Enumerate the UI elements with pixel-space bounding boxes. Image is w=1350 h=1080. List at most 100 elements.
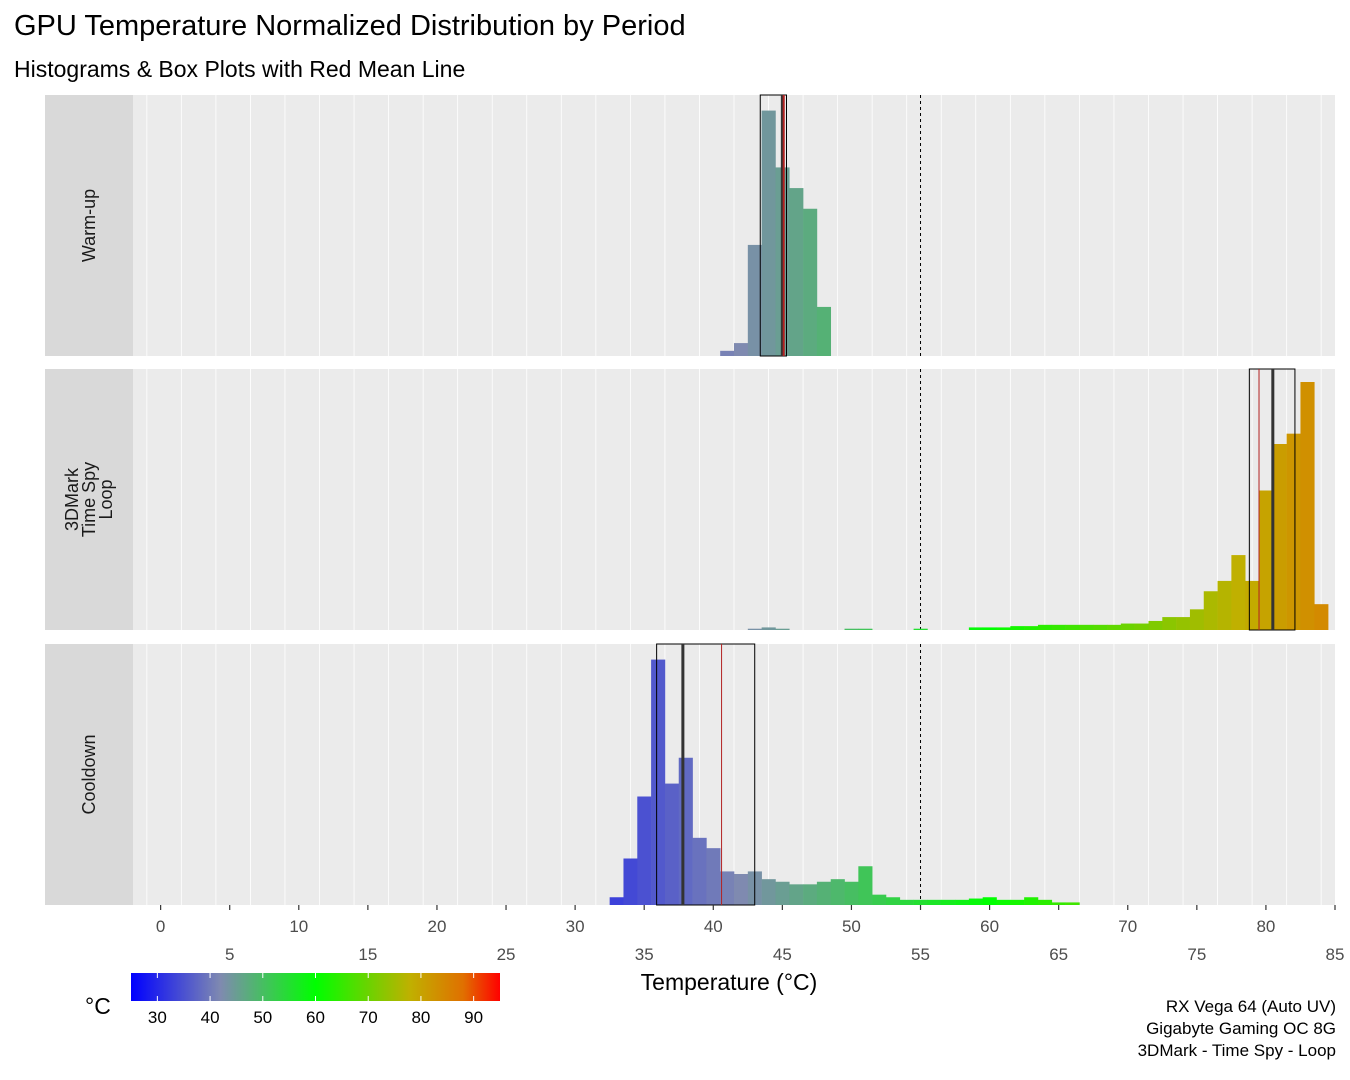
histogram-bar (623, 858, 638, 905)
panel-label: Warm-up (79, 189, 99, 262)
histogram-bar (982, 897, 997, 905)
panel-1: 3DMarkTime SpyLoop (45, 368, 1335, 631)
histogram-bar (899, 899, 914, 905)
histogram-bar (955, 899, 970, 905)
histogram-bar (1134, 623, 1149, 630)
colorbar-title: °C (85, 993, 111, 1019)
histogram-bar (996, 627, 1011, 630)
colorbar-tick-label: 90 (464, 1008, 483, 1027)
x-tick-label: 10 (289, 917, 308, 936)
panel-label-line: Warm-up (79, 189, 99, 262)
histogram-bar (885, 897, 901, 905)
histogram-bar (872, 894, 887, 905)
histogram-bar (1314, 604, 1329, 630)
colorbar-tick-label: 30 (148, 1008, 167, 1027)
panel-strip (45, 95, 133, 356)
panel-label: 3DMarkTime SpyLoop (62, 462, 116, 537)
x-tick-label: 40 (704, 917, 723, 936)
chart-title: GPU Temperature Normalized Distribution … (14, 10, 686, 42)
histogram-bar (706, 848, 721, 905)
colorbar-tick-label: 60 (306, 1008, 325, 1027)
caption-line-gpu: RX Vega 64 (Auto UV) (1165, 997, 1336, 1016)
colorbar-tick-label: 70 (359, 1008, 378, 1027)
x-tick-label: 55 (911, 945, 930, 964)
histogram-bar (734, 343, 749, 356)
histogram-bar (1037, 624, 1053, 630)
panel-strip (45, 644, 133, 905)
histogram-bar (941, 899, 956, 905)
histogram-bar (678, 757, 693, 905)
histogram-bar (775, 881, 790, 905)
histogram-bar (1010, 899, 1025, 905)
histogram-bar (844, 628, 859, 630)
histogram-bar (803, 208, 818, 356)
histogram-bar (1148, 620, 1163, 630)
histogram-bar (1272, 444, 1287, 630)
histogram-bar (609, 897, 624, 905)
histogram-bar (1300, 382, 1315, 630)
histogram-bar (1245, 580, 1260, 630)
histogram-bar (761, 879, 776, 905)
histogram-bar (664, 783, 680, 905)
x-tick-label: 65 (1049, 945, 1068, 964)
x-tick-label: 60 (980, 917, 999, 936)
histogram-bar (968, 627, 983, 630)
histogram-bar (1286, 433, 1301, 630)
histogram-bar (1065, 624, 1080, 630)
colorbar-tick-label: 40 (201, 1008, 220, 1027)
histogram-bar (927, 899, 942, 905)
histogram-bar (1189, 609, 1205, 630)
histogram-bar (858, 866, 873, 905)
histogram-bar (1120, 623, 1135, 630)
histogram-bar (1065, 902, 1080, 905)
colorbar-tick-label: 50 (253, 1008, 272, 1027)
caption-line-benchmark: 3DMark - Time Spy - Loop (1137, 1041, 1336, 1060)
histogram-bar (1051, 624, 1066, 630)
histogram-bar (913, 899, 928, 905)
histogram-bar (1231, 555, 1246, 630)
x-tick-label: 25 (497, 945, 516, 964)
histogram-bar (1079, 624, 1094, 630)
caption-line-card: Gigabyte Gaming OC 8G (1146, 1019, 1336, 1038)
histogram-bar (1051, 902, 1066, 905)
x-tick-label: 80 (1256, 917, 1275, 936)
histogram-bar (982, 627, 997, 630)
x-tick-label: 70 (1118, 917, 1137, 936)
x-tick-label: 35 (635, 945, 654, 964)
histogram-bar (1107, 624, 1122, 630)
histogram-bar (1203, 591, 1218, 630)
histogram-bar (816, 306, 832, 356)
histogram-bar (858, 628, 873, 630)
histogram-bar (761, 110, 776, 356)
x-axis: 0 10 20 30 40 50 60 70 80 5 15 25 35 45 55 65 75 85 Temper… (156, 905, 1345, 995)
histogram-bar (1176, 617, 1191, 630)
histogram-bar (844, 881, 859, 905)
x-tick-label: 50 (842, 917, 861, 936)
histogram-bar (803, 884, 818, 905)
x-tick-label: 30 (566, 917, 585, 936)
histogram-bar (1010, 626, 1025, 630)
x-tick-label: 15 (358, 945, 377, 964)
histogram-bar (830, 879, 845, 905)
histogram-bar (651, 659, 666, 905)
caption: RX Vega 64 (Auto UV) Gigabyte Gaming OC … (1138, 996, 1336, 1062)
histogram-bar (761, 627, 776, 630)
histogram-bar (1093, 624, 1108, 630)
chart-subtitle: Histograms & Box Plots with Red Mean Lin… (14, 56, 466, 82)
histogram-bar (1162, 617, 1177, 630)
x-tick-label: 0 (156, 917, 165, 936)
histogram-bar (775, 628, 790, 630)
panel-label-line: Loop (96, 479, 116, 519)
x-tick-label: 85 (1326, 945, 1345, 964)
x-tick-label: 75 (1187, 945, 1206, 964)
panel-strip (45, 369, 133, 630)
panel-0: Warm-up (45, 94, 1335, 357)
panel-label-line: Cooldown (79, 734, 99, 814)
x-axis-label: Temperature (°C) (641, 969, 818, 995)
histogram-bar (720, 871, 735, 905)
panel-label-line: 3DMark (62, 467, 82, 531)
histogram-bar (913, 628, 928, 630)
histogram-bar (692, 837, 707, 905)
histogram-bar (1037, 899, 1053, 905)
histogram-bar (1024, 626, 1039, 630)
